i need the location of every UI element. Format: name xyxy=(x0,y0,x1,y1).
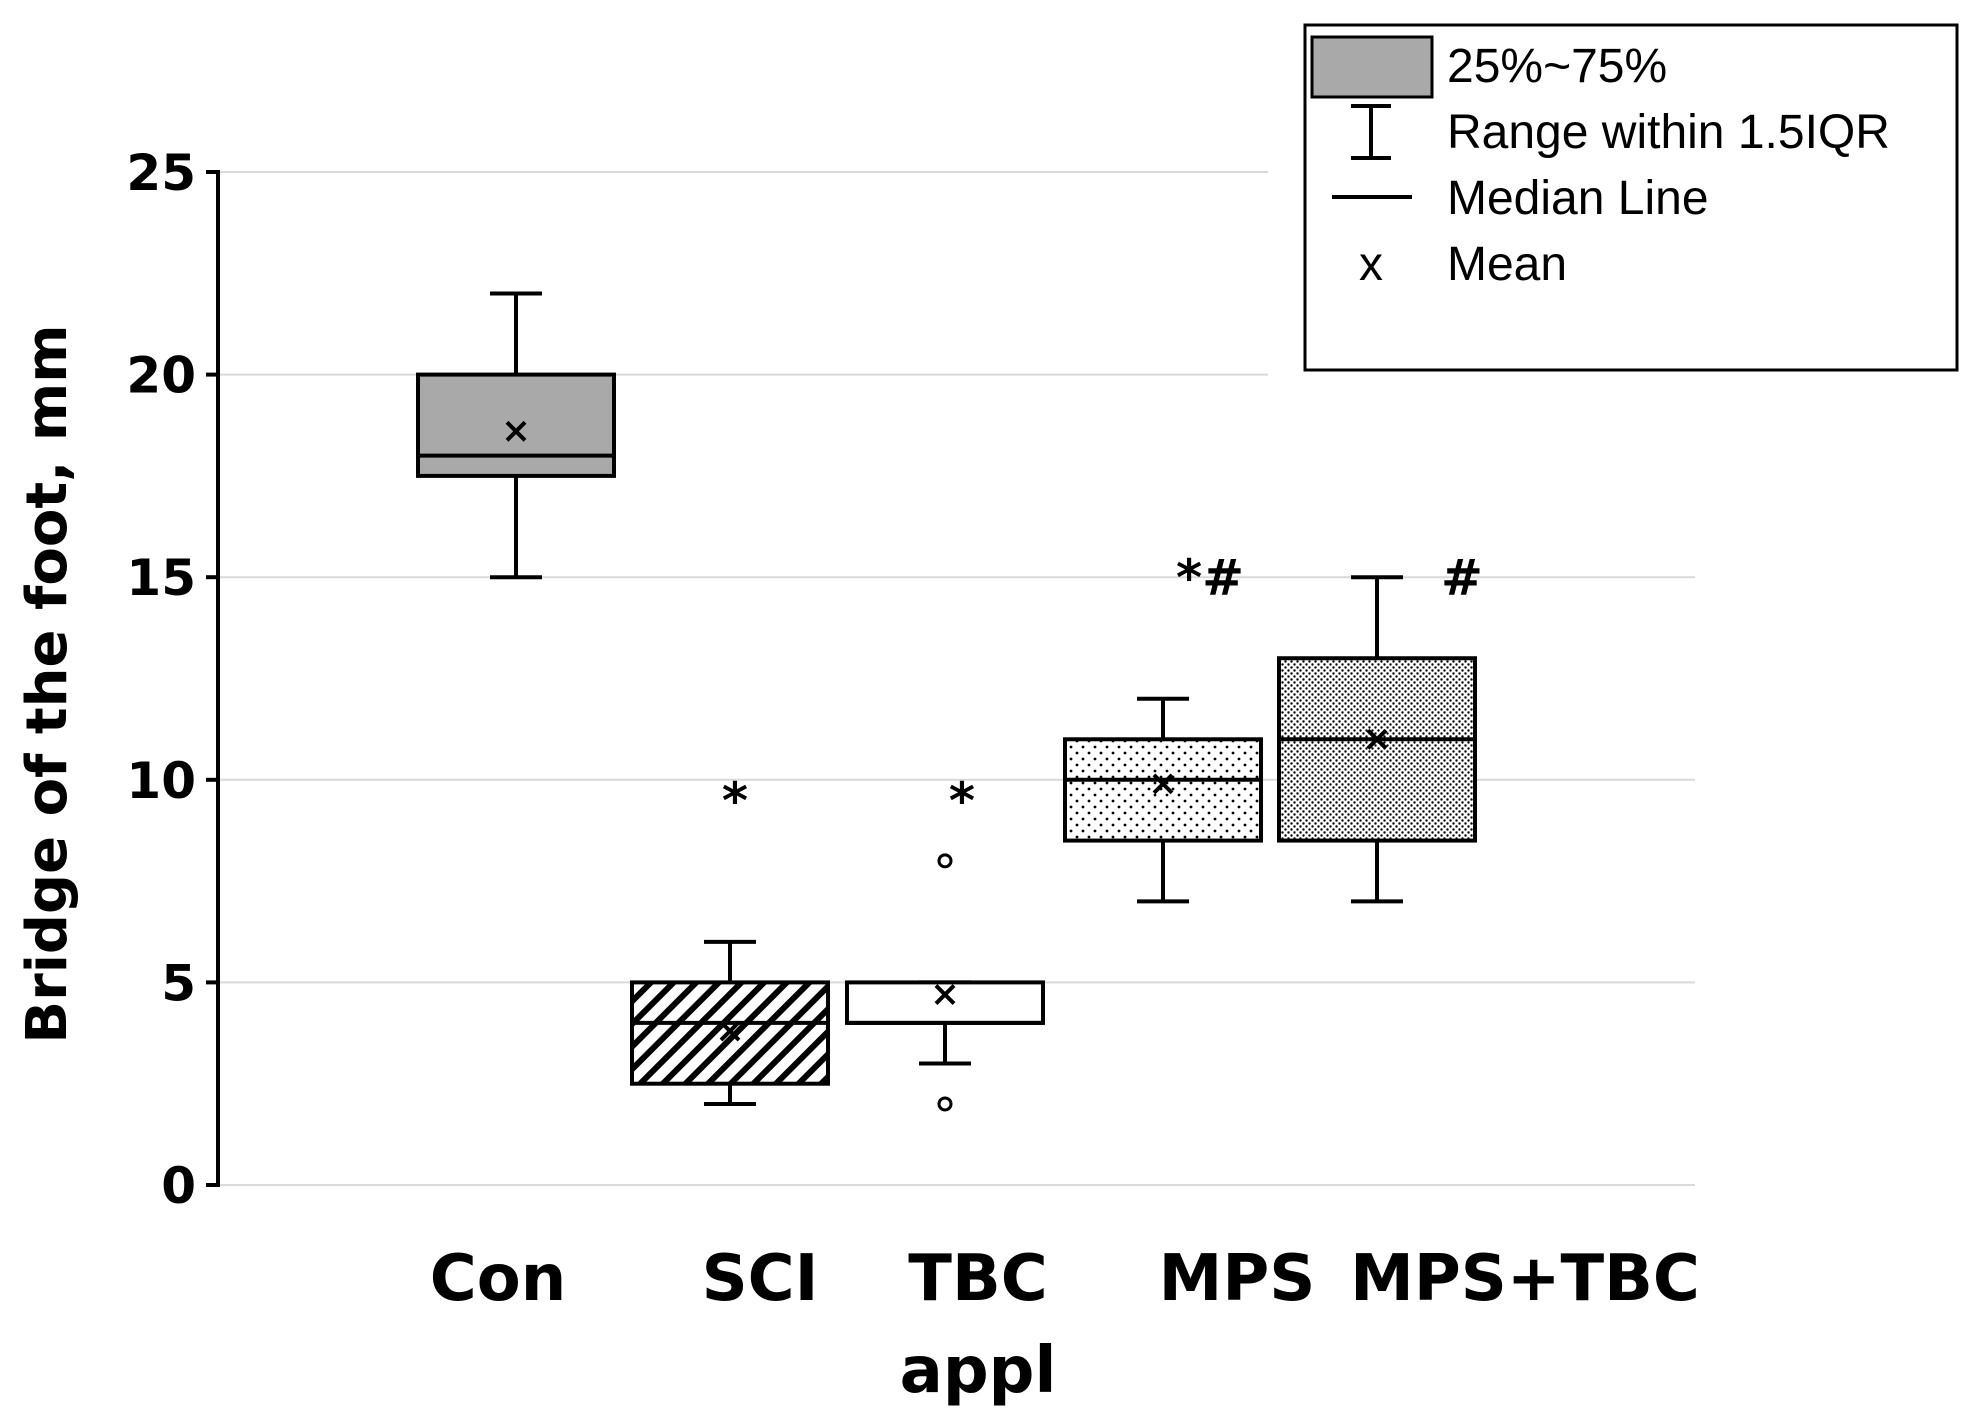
x-category-label: MPS xyxy=(1159,1242,1316,1316)
mean-marker xyxy=(505,420,527,442)
legend-label-median: Median Line xyxy=(1447,172,1709,225)
mean-marker xyxy=(1366,728,1388,750)
significance-marker: * xyxy=(949,772,975,830)
outlier-point xyxy=(937,853,953,869)
legend-label-mean: Mean xyxy=(1447,238,1567,291)
gridlines xyxy=(218,171,1695,1186)
legend-label-whisker: Range within 1.5IQR xyxy=(1447,106,1890,159)
axes: 0 5 10 15 20 25 xyxy=(126,144,220,1215)
iqr-box xyxy=(1277,656,1477,843)
box-mps-tbc: # xyxy=(1277,549,1483,904)
iqr-box xyxy=(1063,737,1263,843)
category-labels: Con SCI TBC appl MPS MPS+TBC xyxy=(430,1242,1700,1408)
box-series: * * *# # xyxy=(416,291,1483,1112)
x-category-label: SCI xyxy=(702,1242,819,1316)
y-tick-label: 0 xyxy=(161,1157,196,1215)
significance-marker: *# xyxy=(1176,549,1244,607)
significance-marker: # xyxy=(1441,549,1483,607)
box-sci: * xyxy=(630,772,830,1106)
legend-label-box: 25%~75% xyxy=(1447,40,1667,93)
legend-mean-symbol: x xyxy=(1359,238,1383,291)
box-mps: *# xyxy=(1063,549,1263,904)
x-category-label-line2: appl xyxy=(900,1334,1057,1408)
y-tick-label: 5 xyxy=(161,954,196,1012)
box-tbc: * xyxy=(845,772,1045,1112)
y-tick-label: 20 xyxy=(126,347,196,405)
mean-marker xyxy=(1152,773,1174,795)
iqr-box xyxy=(416,372,616,478)
x-category-label: Con xyxy=(430,1242,567,1316)
legend: 25%~75% Range within 1.5IQR Median Line … xyxy=(1303,23,1959,372)
significance-marker: * xyxy=(722,772,748,830)
x-category-label: TBC xyxy=(908,1242,1047,1316)
y-tick-label: 10 xyxy=(126,752,196,810)
y-tick-label: 25 xyxy=(126,144,196,202)
x-category-label: MPS+TBC xyxy=(1350,1242,1700,1316)
iqr-box xyxy=(845,980,1045,1025)
legend-whisker-symbol xyxy=(1351,104,1391,160)
box-con xyxy=(416,291,616,580)
outlier-point xyxy=(937,1096,953,1112)
legend-box-swatch xyxy=(1310,35,1434,99)
y-axis-label: Bridge of the foot, mm xyxy=(15,324,80,1043)
y-tick-label: 15 xyxy=(126,549,196,607)
mean-marker xyxy=(934,984,956,1005)
mean-marker xyxy=(719,1020,741,1042)
